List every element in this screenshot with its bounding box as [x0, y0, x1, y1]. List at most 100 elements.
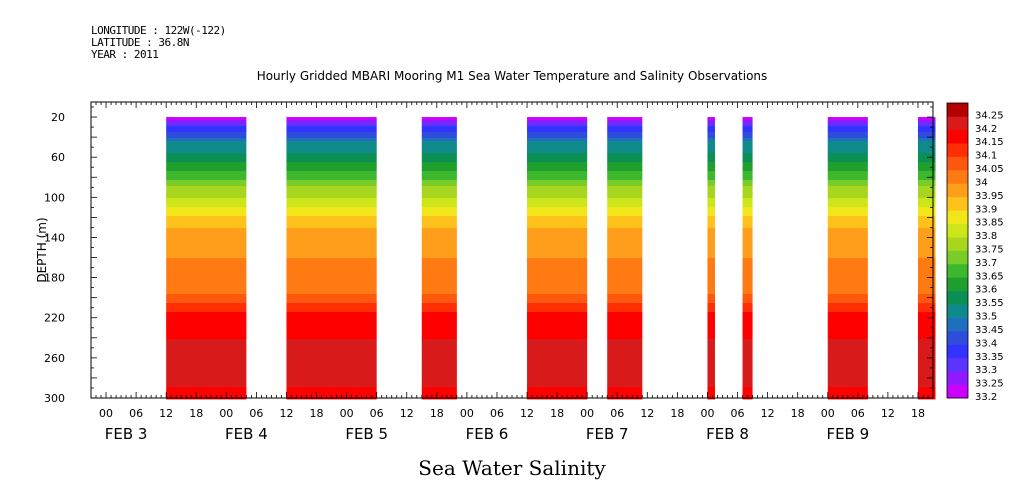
- data-cell: [607, 174, 643, 178]
- colorbar-label: 34.25: [975, 110, 1004, 121]
- data-cell: [607, 186, 643, 190]
- data-cell: [166, 375, 247, 379]
- data-block: [421, 117, 457, 400]
- data-cell: [527, 267, 588, 271]
- x-tick-label: 00: [219, 407, 233, 420]
- data-cell: [707, 126, 715, 130]
- data-cell: [527, 297, 588, 301]
- data-cell: [607, 261, 643, 265]
- data-cell: [166, 252, 247, 256]
- colorbar-swatch: [947, 129, 968, 144]
- data-cell: [827, 129, 868, 133]
- data-cell: [527, 273, 588, 277]
- data-cell: [827, 243, 868, 247]
- data-cell: [707, 264, 715, 268]
- x-tick-label: 18: [670, 407, 684, 420]
- colorbar-swatch: [947, 116, 968, 131]
- data-cell: [286, 138, 377, 142]
- data-cell: [607, 336, 643, 340]
- data-cell: [607, 384, 643, 388]
- data-cell: [917, 330, 936, 334]
- data-cell: [286, 201, 377, 205]
- data-cell: [827, 186, 868, 190]
- data-cell: [166, 138, 247, 142]
- data-cell: [527, 138, 588, 142]
- data-cell: [527, 309, 588, 313]
- data-cell: [166, 357, 247, 361]
- data-cell: [607, 327, 643, 331]
- data-cell: [707, 372, 715, 376]
- data-cell: [527, 144, 588, 148]
- data-cell: [742, 126, 753, 130]
- data-cell: [742, 390, 753, 394]
- colorbar-label: 34: [975, 177, 988, 188]
- colorbar-swatch: [947, 304, 968, 318]
- data-cell: [917, 387, 936, 391]
- data-cell: [827, 390, 868, 394]
- data-cell: [707, 147, 715, 151]
- data-cell: [827, 225, 868, 229]
- data-cell: [527, 369, 588, 373]
- data-cell: [827, 210, 868, 214]
- data-cell: [917, 240, 936, 244]
- colorbar-swatch: [947, 250, 968, 265]
- data-cell: [742, 216, 753, 220]
- data-cell: [742, 222, 753, 226]
- data-cell: [707, 279, 715, 283]
- data-cell: [917, 228, 936, 232]
- data-cell: [917, 255, 936, 259]
- data-cell: [827, 357, 868, 361]
- data-cell: [527, 171, 588, 175]
- data-cell: [421, 243, 457, 247]
- data-cell: [286, 129, 377, 133]
- data-cell: [707, 162, 715, 166]
- data-cell: [827, 159, 868, 163]
- colorbar-swatch: [947, 384, 968, 399]
- data-cell: [286, 306, 377, 310]
- data-cell: [827, 198, 868, 202]
- data-cell: [827, 165, 868, 169]
- data-cell: [421, 297, 457, 301]
- data-cell: [707, 330, 715, 334]
- data-cell: [421, 216, 457, 220]
- data-cell: [742, 165, 753, 169]
- data-cell: [742, 357, 753, 361]
- data-cell: [527, 165, 588, 169]
- data-cell: [607, 195, 643, 199]
- data-cell: [827, 360, 868, 364]
- data-cell: [527, 150, 588, 154]
- data-cell: [742, 270, 753, 274]
- data-cell: [421, 306, 457, 310]
- data-cell: [917, 192, 936, 196]
- colorbar-swatch: [947, 223, 968, 238]
- colorbar-swatch: [947, 103, 968, 117]
- data-cell: [607, 321, 643, 325]
- data-cell: [421, 372, 457, 376]
- data-cell: [286, 354, 377, 358]
- data-cell: [286, 219, 377, 223]
- data-cell: [166, 207, 247, 211]
- data-cell: [607, 387, 643, 391]
- y-tick-label: 180: [44, 272, 65, 285]
- data-cell: [917, 159, 936, 163]
- x-tick-label: 18: [791, 407, 805, 420]
- data-cell: [421, 390, 457, 394]
- data-cell: [166, 330, 247, 334]
- data-cell: [742, 237, 753, 241]
- data-cell: [286, 156, 377, 160]
- data-cell: [166, 294, 247, 298]
- data-cell: [707, 318, 715, 322]
- data-cell: [286, 285, 377, 289]
- data-cell: [166, 210, 247, 214]
- data-cell: [607, 165, 643, 169]
- data-cell: [421, 378, 457, 382]
- data-cell: [166, 240, 247, 244]
- data-cell: [166, 126, 247, 130]
- data-cell: [707, 297, 715, 301]
- colorbar-label: 33.4: [975, 338, 997, 349]
- data-cell: [707, 153, 715, 157]
- data-cell: [166, 201, 247, 205]
- data-cell: [166, 204, 247, 208]
- data-cell: [742, 264, 753, 268]
- data-cell: [707, 210, 715, 214]
